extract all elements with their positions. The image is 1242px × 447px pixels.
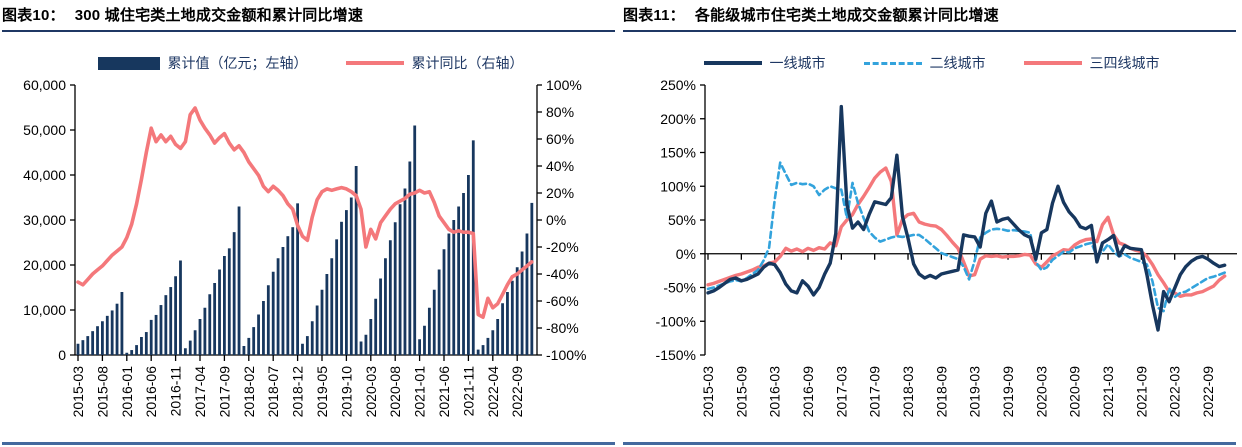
svg-text:50,000: 50,000 (23, 122, 66, 138)
figure-10-bottom-rule (2, 442, 615, 445)
svg-text:2015-03: 2015-03 (700, 366, 716, 418)
figure-10-title-text: 300 城住宅类土地成交金额和累计同比增速 (74, 7, 364, 24)
figure-10-number: 图表10： (2, 7, 65, 24)
svg-text:2021-03: 2021-03 (1100, 366, 1116, 418)
svg-text:10,000: 10,000 (23, 302, 66, 318)
svg-text:2015-09: 2015-09 (733, 366, 749, 418)
svg-text:2018-12: 2018-12 (290, 366, 306, 418)
figure-11-bottom-rule (623, 442, 1236, 445)
svg-text:20,000: 20,000 (23, 257, 66, 273)
legend-item-cumulative-value: 累计值（亿元；左轴） (97, 53, 308, 73)
svg-text:30,000: 30,000 (23, 212, 66, 228)
svg-text:60%: 60% (546, 131, 574, 147)
svg-text:2017-03: 2017-03 (833, 366, 849, 418)
svg-text:2018-09: 2018-09 (933, 366, 949, 418)
svg-text:100%: 100% (660, 178, 696, 194)
svg-text:200%: 200% (660, 111, 696, 127)
svg-text:2019-03: 2019-03 (967, 366, 983, 418)
svg-text:2021-11: 2021-11 (460, 366, 476, 417)
legend-label: 二线城市 (929, 55, 986, 71)
svg-text:2019-10: 2019-10 (338, 366, 354, 418)
figure-11-title-text: 各能级城市住宅类土地成交金额累计同比增速 (694, 7, 999, 24)
svg-text:40,000: 40,000 (23, 167, 66, 183)
svg-text:2016-06: 2016-06 (143, 366, 159, 418)
svg-text:2022-04: 2022-04 (485, 366, 501, 418)
svg-text:150%: 150% (660, 145, 696, 161)
svg-text:2016-09: 2016-09 (800, 366, 816, 418)
svg-text:2021-06: 2021-06 (436, 366, 452, 418)
svg-text:60,000: 60,000 (23, 77, 66, 93)
svg-text:2016-01: 2016-01 (119, 366, 135, 418)
legend-label: 一线城市 (769, 55, 826, 71)
svg-text:2018-02: 2018-02 (241, 366, 257, 418)
dashed-line-swatch-icon (863, 61, 922, 65)
svg-text:2018-03: 2018-03 (900, 366, 916, 418)
svg-text:2017-09: 2017-09 (867, 366, 883, 418)
legend-label: 累计同比（右轴） (411, 55, 524, 71)
svg-text:2020-03: 2020-03 (363, 366, 379, 418)
line-swatch-icon (345, 61, 404, 65)
figure-10-title: 图表10： 300 城住宅类土地成交金额和累计同比增速 (2, 4, 615, 25)
svg-text:0%: 0% (676, 246, 696, 262)
svg-text:20%: 20% (546, 185, 574, 201)
svg-text:-80%: -80% (546, 320, 579, 336)
svg-text:2015-03: 2015-03 (70, 366, 86, 418)
figure-10-legend: 累计值（亿元；左轴） 累计同比（右轴） (0, 52, 621, 74)
svg-text:0%: 0% (546, 212, 566, 228)
svg-text:2022-09: 2022-09 (509, 366, 525, 418)
svg-text:2022-09: 2022-09 (1200, 366, 1216, 418)
legend-item-tier1: 一线城市 (703, 53, 826, 73)
figure-11-title: 图表11： 各能级城市住宅类土地成交金额累计同比增速 (623, 4, 1236, 25)
svg-text:2022-03: 2022-03 (1167, 366, 1183, 418)
navy-line-swatch-icon (703, 61, 762, 65)
legend-label: 三四线城市 (1089, 55, 1160, 71)
svg-text:2015-08: 2015-08 (94, 366, 110, 418)
figure-10-header: 图表10： 300 城住宅类土地成交金额和累计同比增速 (2, 4, 615, 32)
legend-item-tier34: 三四线城市 (1023, 53, 1160, 73)
figure-10-chart: 60,000 50,000 40,000 30,000 20,000 10,000 0 100… (23, 77, 586, 418)
svg-text:2016-03: 2016-03 (767, 366, 783, 418)
svg-text:80%: 80% (546, 104, 574, 120)
svg-text:2019-09: 2019-09 (1000, 366, 1016, 418)
svg-text:-20%: -20% (546, 239, 579, 255)
figure-10-panel: 图表10： 300 城住宅类土地成交金额和累计同比增速 累计值（亿元；左轴） 累计… (0, 4, 621, 445)
legend-item-cumulative-yoy: 累计同比（右轴） (345, 53, 524, 73)
legend-item-tier2: 二线城市 (863, 53, 986, 73)
svg-text:40%: 40% (546, 158, 574, 174)
svg-text:0: 0 (58, 347, 66, 363)
svg-text:2019-05: 2019-05 (314, 366, 330, 418)
svg-text:-40%: -40% (546, 266, 579, 282)
svg-text:2021-09: 2021-09 (1133, 366, 1149, 418)
svg-text:2020-03: 2020-03 (1033, 366, 1049, 418)
svg-text:2017-09: 2017-09 (216, 366, 232, 418)
svg-text:2016-11: 2016-11 (168, 366, 184, 417)
figure-11-panel: 图表11： 各能级城市住宅类土地成交金额累计同比增速 一线城市 二线城市 三四线城… (621, 0, 1242, 447)
svg-text:-50%: -50% (663, 280, 696, 296)
figure-11-header: 图表11： 各能级城市住宅类土地成交金额累计同比增速 (623, 4, 1236, 32)
svg-text:-100%: -100% (546, 347, 586, 363)
svg-text:2018-07: 2018-07 (265, 366, 281, 418)
svg-text:250%: 250% (660, 77, 696, 93)
svg-text:2017-04: 2017-04 (192, 366, 208, 418)
legend-label: 累计值（亿元；左轴） (167, 55, 308, 71)
figure-11-legend: 一线城市 二线城市 三四线城市 (621, 52, 1242, 74)
svg-text:2020-09: 2020-09 (1067, 366, 1083, 418)
svg-text:2021-01: 2021-01 (412, 366, 428, 418)
svg-text:-100%: -100% (656, 313, 696, 329)
salmon-line-swatch-icon (1023, 61, 1082, 65)
bar-swatch-icon (97, 56, 160, 70)
figure-11-chart: 250%200%150%100%50%0%-50%-100%-150%2015-… (656, 77, 1237, 418)
figure-11-number: 图表11： (623, 7, 685, 24)
svg-text:100%: 100% (546, 77, 582, 93)
svg-text:50%: 50% (668, 212, 696, 228)
svg-text:-60%: -60% (546, 293, 579, 309)
svg-text:-150%: -150% (656, 347, 696, 363)
svg-text:2020-08: 2020-08 (387, 366, 403, 418)
